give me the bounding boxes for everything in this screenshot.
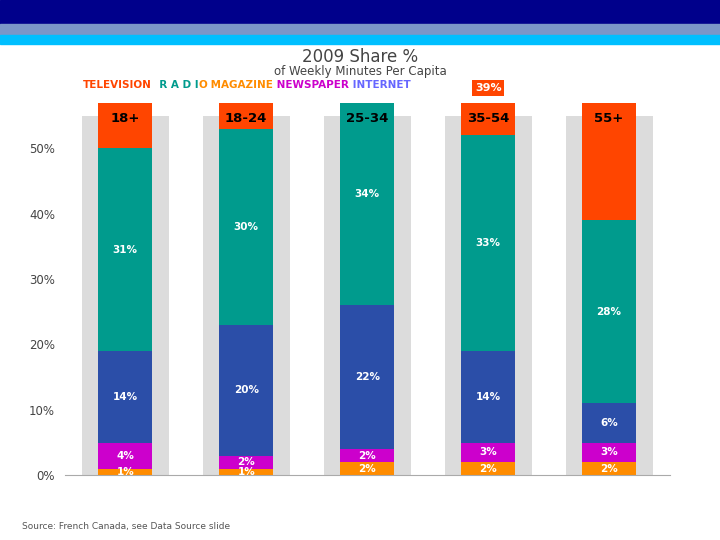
Text: 33%: 33% [476,238,500,248]
Bar [324,116,410,475]
Text: 2%: 2% [238,457,255,467]
Bar [340,449,395,462]
Text: of Weekly Minutes Per Capita: of Weekly Minutes Per Capita [274,65,446,78]
Text: 3%: 3% [480,447,497,457]
Text: R A D I: R A D I [152,80,198,90]
Bar [582,403,636,442]
Text: 34%: 34% [355,189,379,199]
Bar [582,220,636,403]
Text: 4%: 4% [117,450,134,461]
Text: Source: French Canada, see Data Source slide: Source: French Canada, see Data Source s… [22,522,230,531]
Bar [98,0,153,148]
Text: 31%: 31% [113,42,138,52]
Bar [445,116,531,475]
Bar [566,116,652,475]
Text: INTERNET: INTERNET [348,80,410,90]
Text: 2%: 2% [359,450,376,461]
Text: 55+: 55+ [595,112,624,125]
Bar [461,462,516,475]
Text: 35-54: 35-54 [467,112,509,125]
Bar [98,148,153,351]
Text: 14%: 14% [113,392,138,402]
Text: 39%: 39% [475,83,501,93]
Bar [461,136,516,351]
Text: 1%: 1% [117,467,134,477]
Bar [98,351,153,442]
Text: 1%: 1% [238,467,255,477]
Bar [219,469,274,475]
Text: 14%: 14% [476,392,500,402]
Text: 18-24: 18-24 [225,112,267,125]
Text: 30%: 30% [234,222,258,232]
Bar [461,0,516,136]
Bar [219,0,274,129]
Bar [340,462,395,475]
Text: 28%: 28% [597,307,621,317]
Bar [582,442,636,462]
Bar [340,0,395,83]
Bar [219,129,274,325]
Text: 31%: 31% [113,245,138,255]
Bar [461,442,516,462]
Text: O: O [198,80,207,90]
Bar [219,325,274,456]
Bar [582,0,636,220]
Bar [219,456,274,469]
Text: NEWSPAPER: NEWSPAPER [273,80,348,90]
Bar [98,469,153,475]
Bar [340,305,395,449]
Bar [340,83,395,305]
Bar [203,116,289,475]
Text: 2009 Share %: 2009 Share % [302,48,418,66]
Text: 22%: 22% [355,372,379,382]
Text: 3%: 3% [600,447,618,457]
Bar [582,462,636,475]
Text: 2%: 2% [480,464,497,474]
Text: 25-34: 25-34 [346,112,388,125]
Text: 2%: 2% [600,464,618,474]
Text: 39%: 39% [597,88,621,98]
Bar [461,351,516,442]
Text: TELEVISION: TELEVISION [83,80,152,90]
Text: 18+: 18+ [111,112,140,125]
Text: MAGAZINE: MAGAZINE [207,80,273,90]
Text: 6%: 6% [600,418,618,428]
Text: 2%: 2% [359,464,376,474]
Bar [82,116,168,475]
Text: 20%: 20% [234,385,258,395]
Bar [98,442,153,469]
